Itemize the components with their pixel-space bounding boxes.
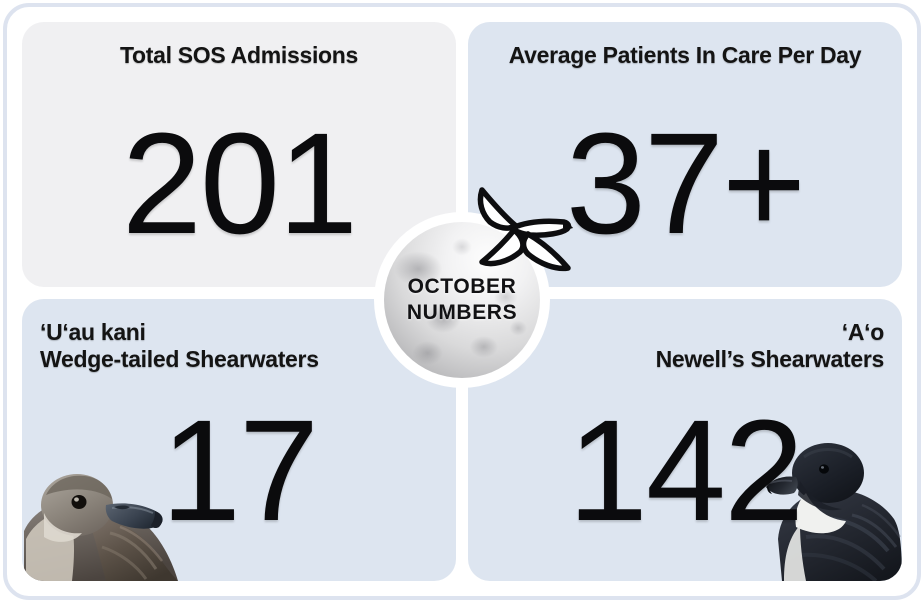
badge-label-line2: NUMBERS <box>406 301 518 324</box>
card-value-wedge-tailed-shearwaters: 17 <box>160 390 319 551</box>
card-value-average-patients-in-care-per-day: 37+ <box>565 103 806 264</box>
card-title-hawaiian-ao: ʻAʻo <box>841 319 885 345</box>
card-title-newells-shearwaters: ʻAʻo Newell’s Shearwaters <box>486 319 885 373</box>
stat-card-total-sos-admissions: Total SOS Admissions 201 <box>22 22 456 287</box>
card-title-total-sos-admissions: Total SOS Admissions <box>119 42 359 68</box>
card-title-wedge-tailed-shearwaters: ʻUʻau kani Wedge-tailed Shearwaters <box>40 319 438 373</box>
card-title-hawaiian-uau-kani: ʻUʻau kani <box>40 319 146 345</box>
october-numbers-badge: OCTOBER NUMBERS <box>374 212 550 388</box>
wedge-tailed-shearwater-photo <box>22 461 180 581</box>
moon-icon: OCTOBER NUMBERS <box>384 222 540 378</box>
card-title-english-wedge-tailed-shearwaters: Wedge-tailed Shearwaters <box>40 346 319 373</box>
card-title-english-newells-shearwaters: Newell’s Shearwaters <box>655 346 885 373</box>
badge-label: OCTOBER NUMBERS <box>407 274 517 325</box>
card-title-average-patients-in-care-per-day: Average Patients In Care Per Day <box>508 42 862 68</box>
card-value-total-sos-admissions: 201 <box>121 103 358 264</box>
newells-shearwater-photo <box>766 435 902 581</box>
card-value-newells-shearwaters: 142 <box>567 390 804 551</box>
badge-label-line1: OCTOBER <box>407 275 517 299</box>
stat-card-newells-shearwaters: ʻAʻo Newell’s Shearwaters 142 <box>468 299 902 581</box>
stat-card-wedge-tailed-shearwaters: ʻUʻau kani Wedge-tailed Shearwaters 17 <box>22 299 456 581</box>
